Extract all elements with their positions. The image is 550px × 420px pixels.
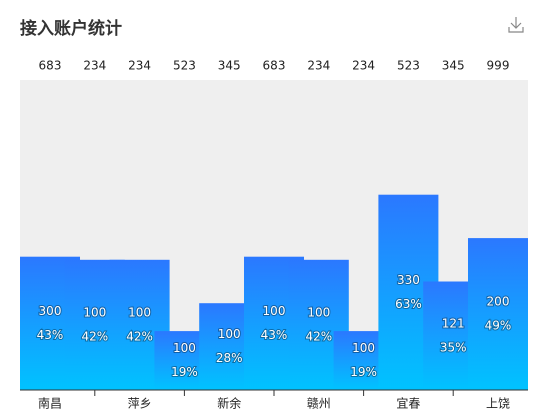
total-label: 683 [39,59,62,73]
count-label: 330 [397,273,420,287]
total-label: 523 [397,59,420,73]
x-tick-label: 上饶 [486,397,510,411]
value-label: 42% [305,329,332,343]
value-label: 35% [440,340,467,354]
x-tick-label: 南昌 [38,396,62,411]
x-tick-label: 新余 [217,396,241,411]
total-label: 999 [487,59,510,73]
value-label: 63% [395,297,422,311]
total-label: 345 [218,59,241,73]
value-label: 43% [261,328,288,342]
count-label: 100 [263,304,286,318]
x-tick-label: 赣州 [307,397,331,411]
value-label: 19% [350,365,377,379]
count-label: 100 [307,305,330,319]
count-label: 100 [83,305,106,319]
total-label: 234 [128,59,151,73]
total-label: 345 [442,59,465,73]
total-label: 234 [307,59,330,73]
chart-title: 接入账户统计 [20,18,122,39]
count-label: 100 [352,341,375,355]
x-tick-label: 萍乡 [128,397,152,411]
total-label: 234 [83,59,106,73]
value-label: 28% [216,351,243,365]
value-label: 19% [171,365,198,379]
total-label: 234 [352,59,375,73]
count-label: 100 [173,341,196,355]
total-label: 683 [263,59,286,73]
value-label: 42% [126,329,153,343]
value-label: 42% [81,329,108,343]
count-label: 100 [218,327,241,341]
download-icon[interactable] [508,17,524,33]
count-label: 121 [442,316,465,330]
value-label: 49% [485,319,512,333]
total-label: 523 [173,59,196,73]
count-label: 200 [487,295,510,309]
bar [468,238,528,390]
value-label: 43% [37,328,64,342]
count-label: 300 [39,304,62,318]
count-label: 100 [128,305,151,319]
x-tick-label: 宜春 [396,396,420,411]
